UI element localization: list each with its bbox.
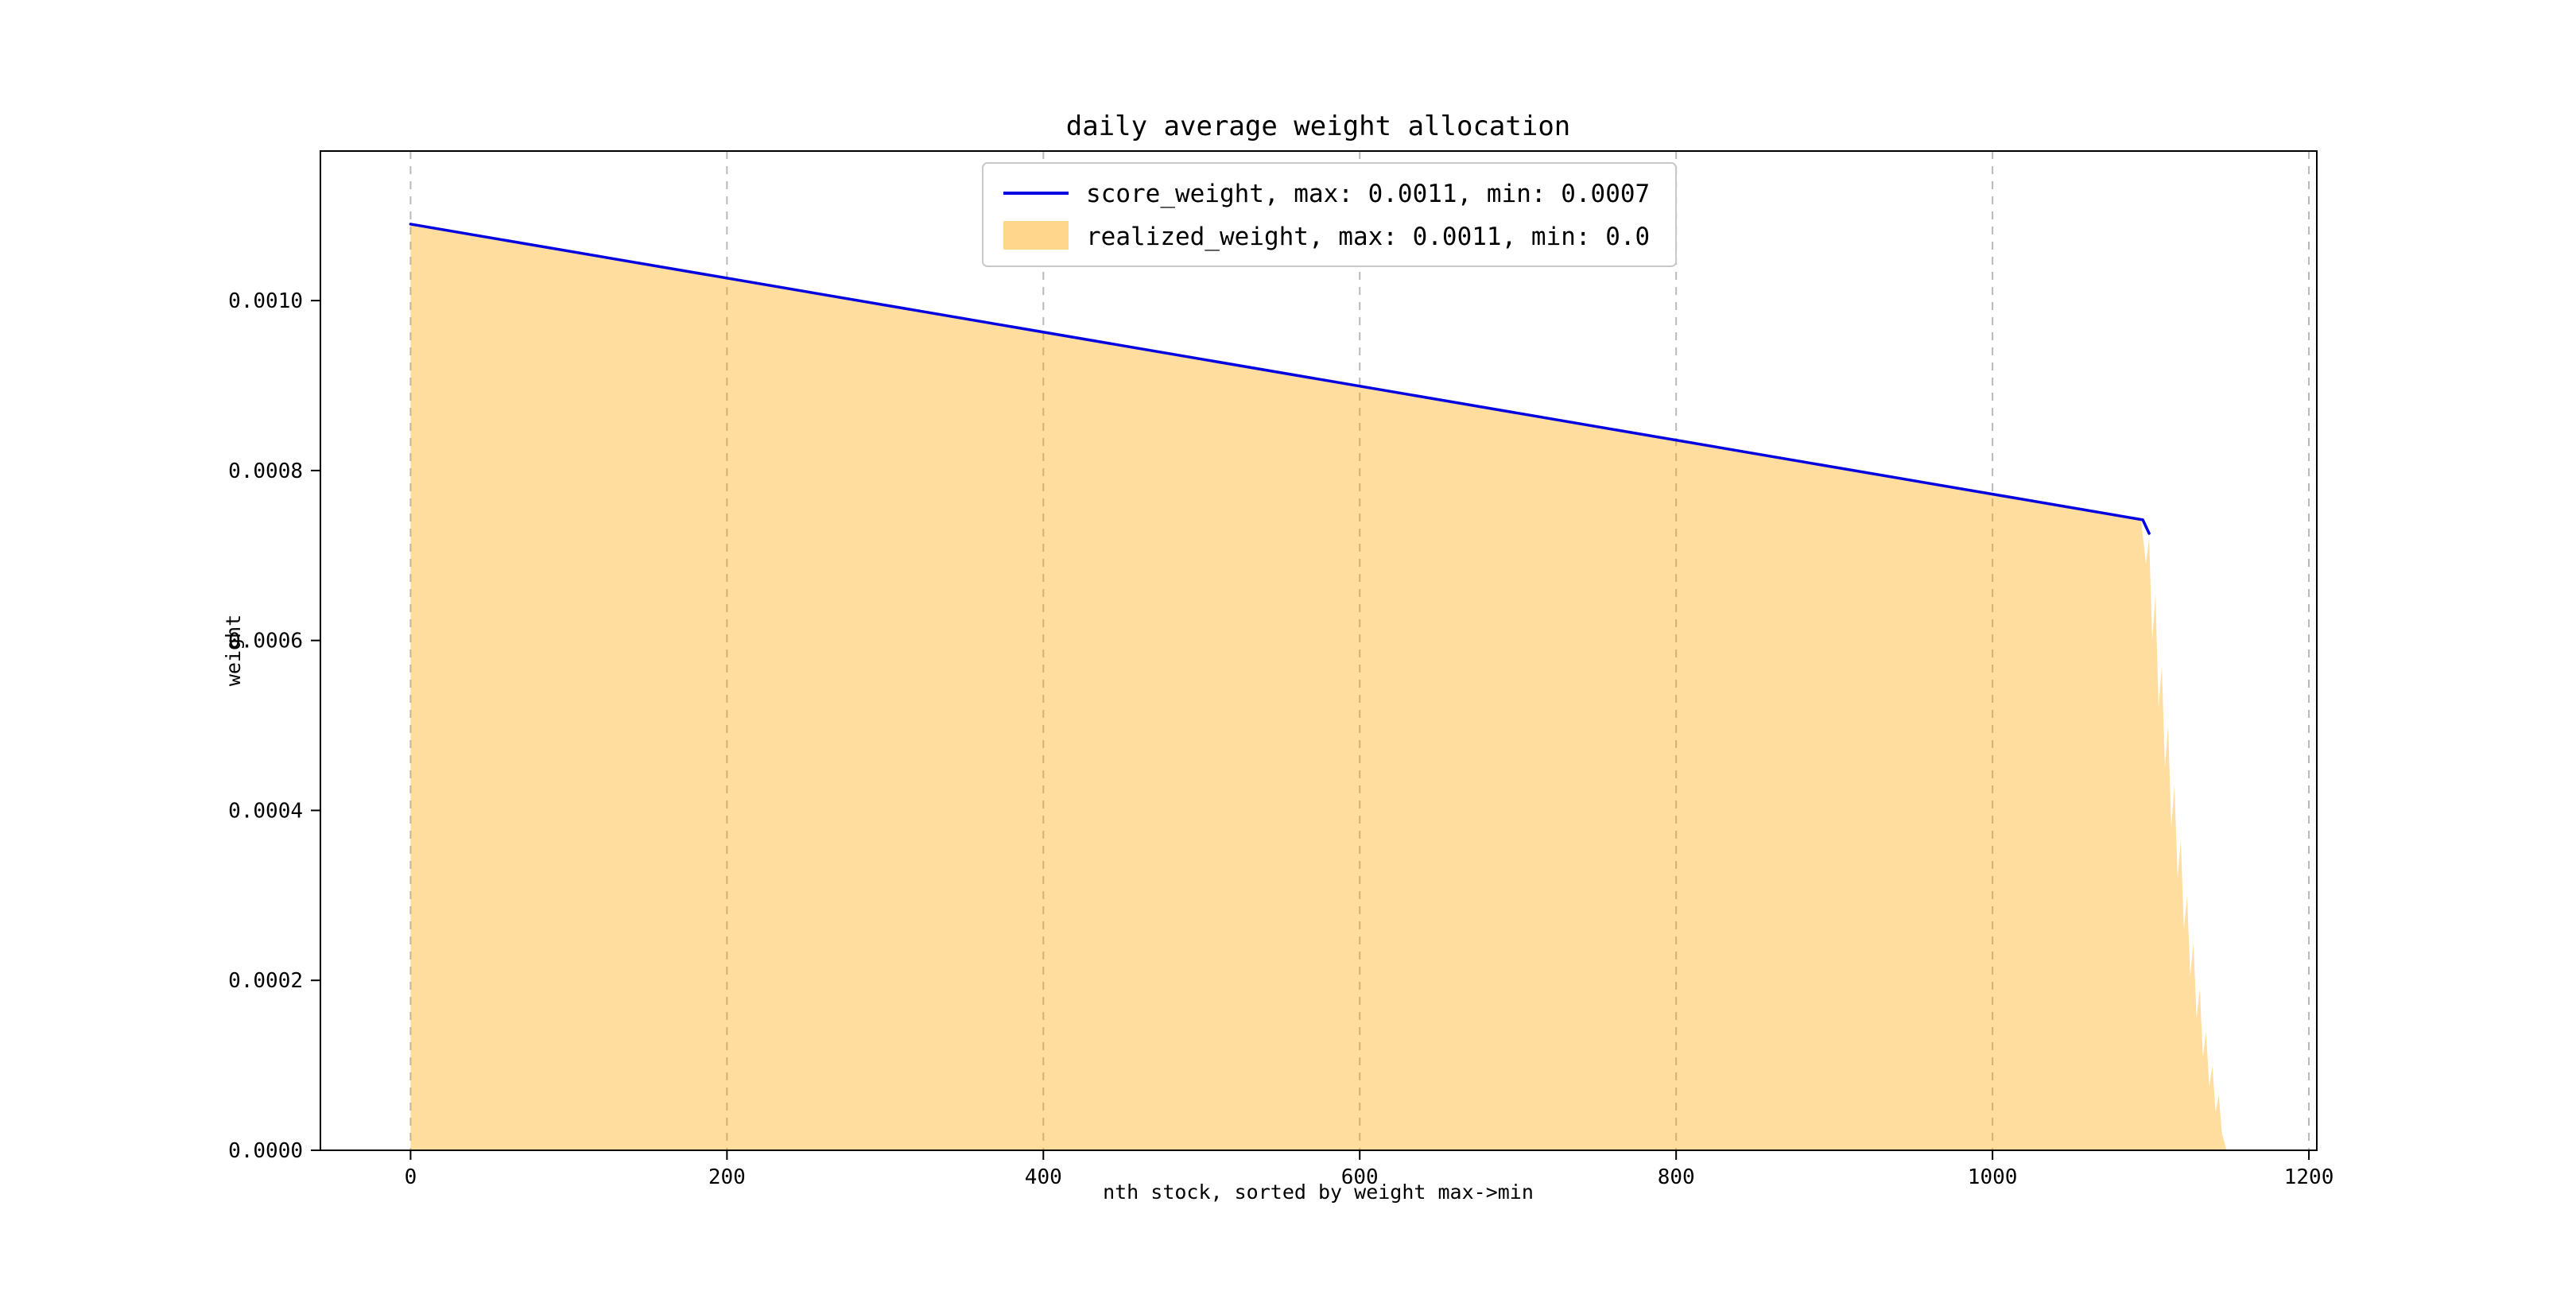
score-weight-line: [409, 223, 2151, 535]
x-tick-label-200: 200: [708, 1165, 746, 1189]
y-axis-label: weight: [222, 614, 245, 686]
y-tick-label-3: 0.0006: [228, 630, 303, 653]
legend-label-realized-weight: realized_weight, max: 0.0011, min: 0.0: [1086, 223, 1650, 251]
series-layer: [409, 223, 2227, 1150]
chart-title: daily average weight allocation: [1066, 110, 1571, 142]
x-tick-label-400: 400: [1025, 1165, 1062, 1189]
y-tick-label-1: 0.0002: [228, 969, 303, 993]
grid-layer: [409, 151, 2310, 1150]
legend-label-score-weight: score_weight, max: 0.0011, min: 0.0007: [1086, 180, 1650, 208]
tick-layer: 0 200 400 600 800 1000 1200 0.0000 0.0002 0.0004 0…: [228, 289, 2334, 1189]
realized-weight-area: [410, 223, 2227, 1150]
y-tick-label-4: 0.0008: [228, 459, 303, 483]
x-tick-label-0: 0: [405, 1165, 417, 1189]
x-tick-label-1200: 1200: [2284, 1165, 2334, 1189]
y-tick-label-5: 0.0010: [228, 289, 303, 313]
y-tick-label-2: 0.0004: [228, 799, 303, 823]
x-tick-label-1000: 1000: [1968, 1165, 2018, 1189]
x-tick-label-800: 800: [1658, 1165, 1695, 1189]
legend-box: [982, 162, 1677, 267]
plot-border: [320, 150, 2318, 1151]
x-axis-label: nth stock, sorted by weight max->min: [1103, 1181, 1534, 1204]
y-tick-label-0: 0.0000: [228, 1139, 303, 1163]
legend-patch-swatch: [1003, 221, 1069, 250]
x-tick-label-600: 600: [1341, 1165, 1379, 1189]
legend: score_weight, max: 0.0011, min: 0.0007 r…: [982, 162, 1677, 267]
